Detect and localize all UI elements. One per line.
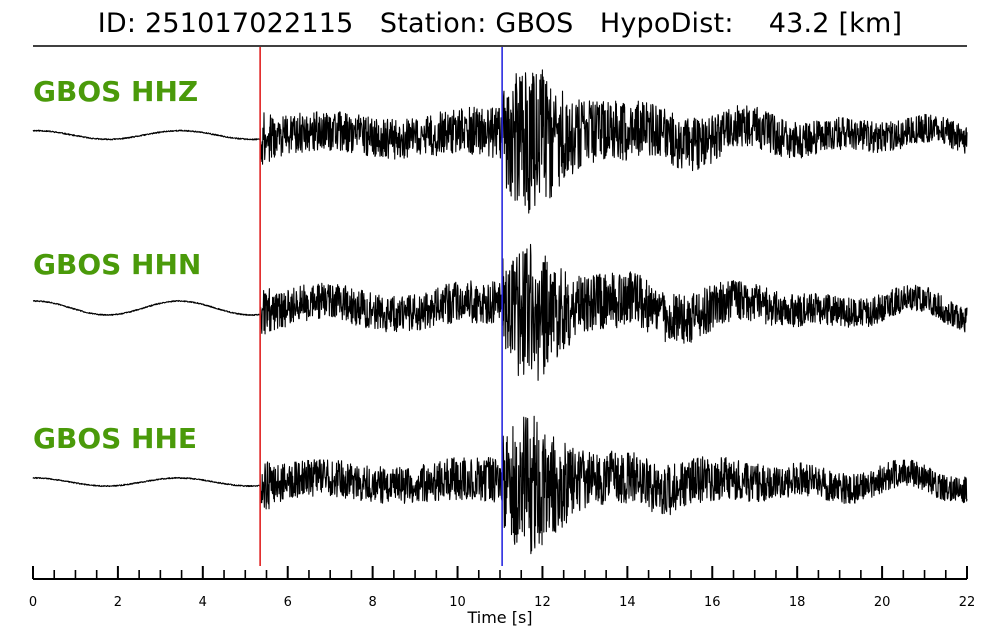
tick-label: 12	[534, 595, 551, 610]
trace-line-2	[32, 415, 968, 555]
time-axis: 0 2 4 6 8 10 12 14 16 18 20 22 Time [s]	[29, 566, 975, 627]
tick-label: 8	[368, 595, 376, 610]
picks-group	[259, 47, 503, 566]
trace-label: GBOS HHE	[33, 422, 197, 455]
x-axis-label: Time [s]	[466, 608, 532, 627]
traces-group	[32, 69, 968, 555]
tick-label: 18	[789, 595, 806, 610]
tick-label: 14	[619, 595, 636, 610]
chart-title: ID: 251017022115 Station: GBOS HypoDist:…	[97, 8, 903, 39]
tick-label: 6	[284, 595, 292, 610]
tick-label: 4	[199, 595, 207, 610]
tick-label: 2	[114, 595, 122, 610]
tick-label: 22	[959, 595, 976, 610]
tick-label: 16	[704, 595, 721, 610]
trace-label: GBOS HHN	[33, 248, 201, 281]
tick-label: 20	[874, 595, 891, 610]
tick-label: 10	[449, 595, 466, 610]
tick-label: 0	[29, 595, 37, 610]
trace-labels-group: GBOS HHZ GBOS HHN GBOS HHE	[33, 75, 201, 455]
trace-line-1	[32, 243, 968, 381]
trace-label: GBOS HHZ	[33, 75, 198, 108]
trace-line-0	[32, 69, 968, 214]
